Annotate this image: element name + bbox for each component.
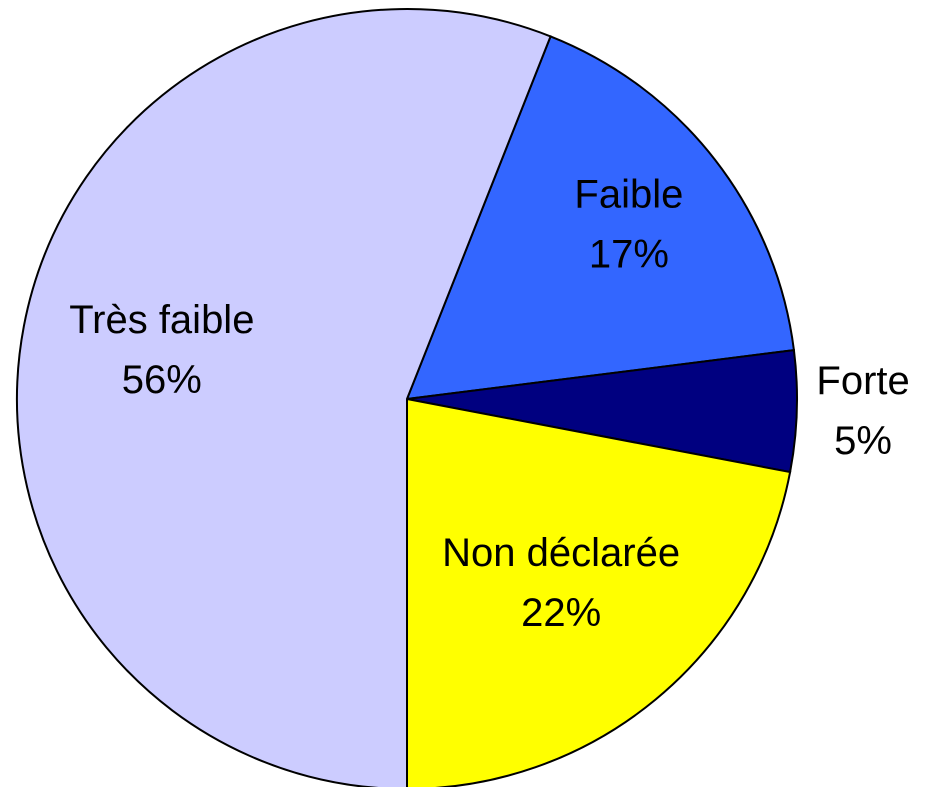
- slice-label: Très faible: [69, 298, 254, 342]
- slice-label: Faible: [574, 172, 683, 216]
- slice-label: Forte: [816, 359, 909, 403]
- slice-value-label: 17%: [589, 232, 669, 276]
- slice-value-label: 56%: [122, 358, 202, 402]
- pie-slice: [405, 35, 796, 401]
- pie-slice: [406, 397, 792, 787]
- slice-value-label: 22%: [521, 591, 601, 635]
- slice-label: Non déclarée: [442, 531, 680, 575]
- slice-value-label: 5%: [834, 419, 892, 463]
- pie-slice: [16, 8, 552, 787]
